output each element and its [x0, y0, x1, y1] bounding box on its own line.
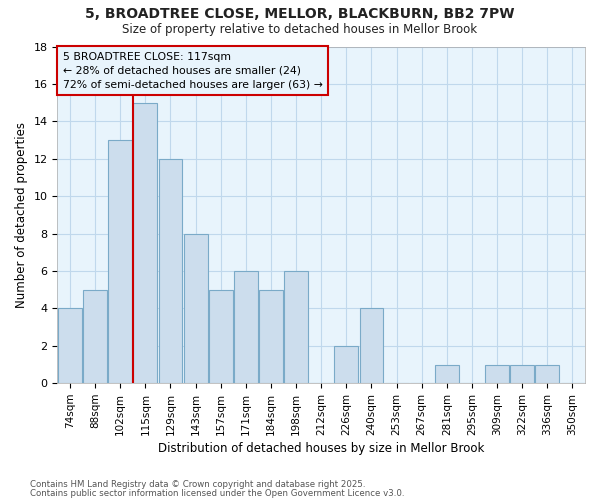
- Bar: [334, 346, 358, 383]
- Bar: [510, 364, 534, 383]
- Bar: [58, 308, 82, 383]
- Text: 5, BROADTREE CLOSE, MELLOR, BLACKBURN, BB2 7PW: 5, BROADTREE CLOSE, MELLOR, BLACKBURN, B…: [85, 8, 515, 22]
- Bar: [133, 102, 157, 383]
- Bar: [259, 290, 283, 383]
- Bar: [485, 364, 509, 383]
- Bar: [234, 271, 258, 383]
- Text: 5 BROADTREE CLOSE: 117sqm
← 28% of detached houses are smaller (24)
72% of semi-: 5 BROADTREE CLOSE: 117sqm ← 28% of detac…: [62, 52, 323, 90]
- Text: Contains HM Land Registry data © Crown copyright and database right 2025.: Contains HM Land Registry data © Crown c…: [30, 480, 365, 489]
- Bar: [108, 140, 132, 383]
- Text: Size of property relative to detached houses in Mellor Brook: Size of property relative to detached ho…: [122, 22, 478, 36]
- Bar: [184, 234, 208, 383]
- Bar: [158, 158, 182, 383]
- Bar: [535, 364, 559, 383]
- X-axis label: Distribution of detached houses by size in Mellor Brook: Distribution of detached houses by size …: [158, 442, 484, 455]
- Bar: [284, 271, 308, 383]
- Bar: [83, 290, 107, 383]
- Bar: [359, 308, 383, 383]
- Text: Contains public sector information licensed under the Open Government Licence v3: Contains public sector information licen…: [30, 488, 404, 498]
- Bar: [435, 364, 459, 383]
- Bar: [209, 290, 233, 383]
- Y-axis label: Number of detached properties: Number of detached properties: [15, 122, 28, 308]
